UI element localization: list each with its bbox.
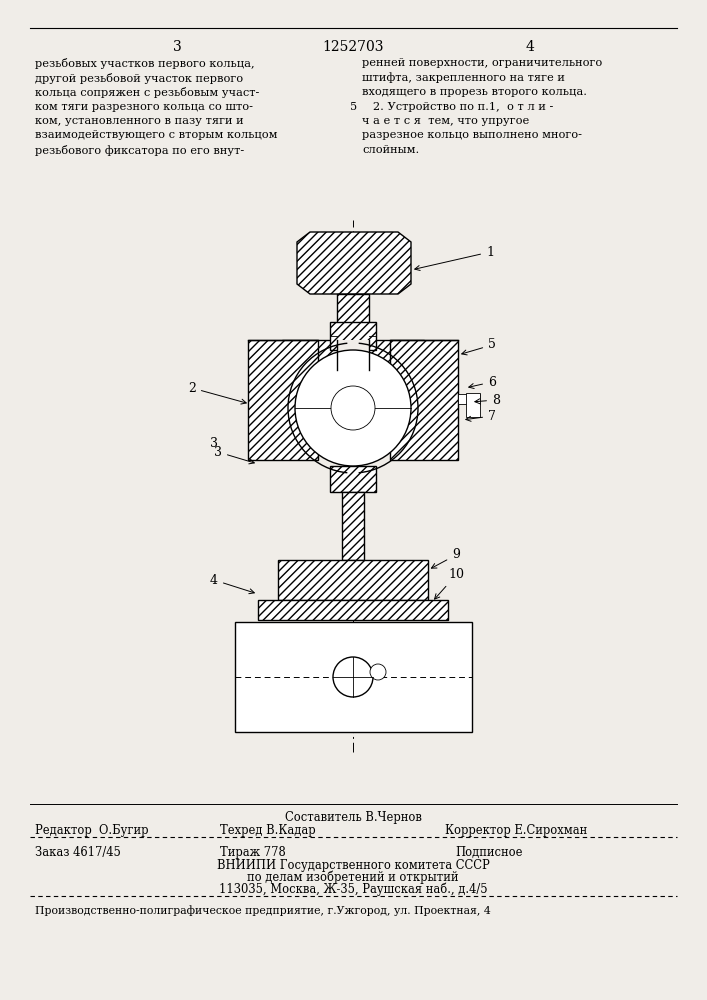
Text: Заказ 4617/45: Заказ 4617/45 bbox=[35, 846, 121, 859]
Circle shape bbox=[333, 657, 373, 697]
Text: Корректор Е.Сирохман: Корректор Е.Сирохман bbox=[445, 824, 588, 837]
Text: 8: 8 bbox=[475, 393, 500, 406]
Text: 5: 5 bbox=[351, 102, 358, 111]
Text: 7: 7 bbox=[466, 410, 496, 422]
Text: штифта, закрепленного на тяге и: штифта, закрепленного на тяге и bbox=[362, 73, 565, 83]
Bar bbox=[337, 340, 369, 370]
Text: 3: 3 bbox=[214, 446, 255, 464]
Circle shape bbox=[370, 664, 386, 680]
Text: 5: 5 bbox=[462, 338, 496, 355]
Text: 4: 4 bbox=[525, 40, 534, 54]
Text: 4: 4 bbox=[210, 574, 255, 594]
Bar bbox=[282, 340, 424, 370]
Circle shape bbox=[331, 386, 375, 430]
Text: другой резьбовой участок первого: другой резьбовой участок первого bbox=[35, 73, 243, 84]
Text: ВНИИПИ Государственного комитета СССР: ВНИИПИ Государственного комитета СССР bbox=[216, 859, 489, 872]
Text: разрезное кольцо выполнено много-: разрезное кольцо выполнено много- bbox=[362, 130, 582, 140]
Text: 3: 3 bbox=[173, 40, 182, 54]
Bar bbox=[466, 393, 480, 417]
Circle shape bbox=[295, 350, 411, 466]
Bar bbox=[330, 466, 376, 492]
Text: кольца сопряжен с резьбовым участ-: кольца сопряжен с резьбовым участ- bbox=[35, 87, 259, 98]
Text: 6: 6 bbox=[469, 375, 496, 389]
Text: 9: 9 bbox=[431, 548, 460, 568]
Text: ком, установленного в пазу тяги и: ком, установленного в пазу тяги и bbox=[35, 116, 244, 126]
Bar bbox=[278, 560, 428, 600]
Text: Тираж 778: Тираж 778 bbox=[220, 846, 286, 859]
Text: ч а е т с я  тем, что упругое: ч а е т с я тем, что упругое bbox=[362, 116, 530, 126]
Text: слойным.: слойным. bbox=[362, 145, 419, 155]
Polygon shape bbox=[297, 232, 411, 294]
Bar bbox=[342, 492, 364, 560]
Text: 1: 1 bbox=[415, 245, 494, 270]
Text: 113035, Москва, Ж-35, Раушская наб., д.4/5: 113035, Москва, Ж-35, Раушская наб., д.4… bbox=[218, 883, 487, 896]
Bar bbox=[258, 600, 448, 620]
Text: Техред В.Кадар: Техред В.Кадар bbox=[220, 824, 315, 837]
Text: ренней поверхности, ограничительного: ренней поверхности, ограничительного bbox=[362, 58, 602, 68]
Bar bbox=[390, 340, 458, 460]
Text: резьбовых участков первого кольца,: резьбовых участков первого кольца, bbox=[35, 58, 255, 69]
Bar bbox=[458, 394, 480, 404]
Text: 2: 2 bbox=[188, 381, 246, 404]
Text: резьбового фиксатора по его внут-: резьбового фиксатора по его внут- bbox=[35, 145, 244, 156]
Text: Редактор  О.Бугир: Редактор О.Бугир bbox=[35, 824, 148, 837]
Bar bbox=[235, 622, 472, 732]
Text: 2. Устройство по п.1,  о т л и -: 2. Устройство по п.1, о т л и - bbox=[362, 102, 554, 111]
Bar bbox=[330, 322, 376, 350]
Text: по делам изобретений и открытий: по делам изобретений и открытий bbox=[247, 871, 459, 884]
Text: взаимодействующего с вторым кольцом: взаимодействующего с вторым кольцом bbox=[35, 130, 278, 140]
Text: ком тяги разрезного кольца со што-: ком тяги разрезного кольца со што- bbox=[35, 102, 253, 111]
Text: входящего в прорезь второго кольца.: входящего в прорезь второго кольца. bbox=[362, 87, 587, 97]
Text: Подписное: Подписное bbox=[455, 846, 522, 859]
Text: 1252703: 1252703 bbox=[322, 40, 384, 54]
Text: Составитель В.Чернов: Составитель В.Чернов bbox=[284, 811, 421, 824]
Bar bbox=[248, 340, 318, 460]
Bar bbox=[337, 294, 369, 350]
Text: 10: 10 bbox=[435, 568, 464, 599]
Text: Производственно-полиграфическое предприятие, г.Ужгород, ул. Проектная, 4: Производственно-полиграфическое предприя… bbox=[35, 905, 491, 916]
Text: 3: 3 bbox=[210, 437, 218, 450]
